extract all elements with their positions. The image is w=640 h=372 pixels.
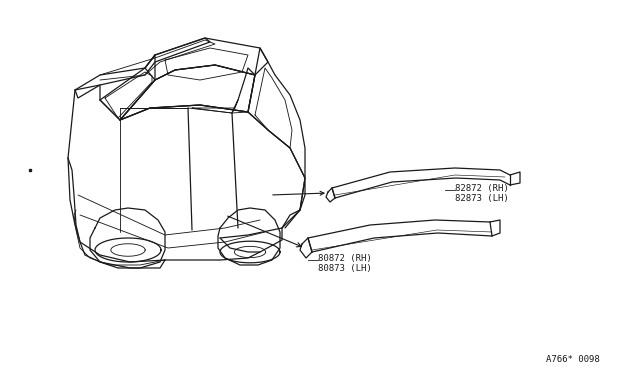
Text: 80872 (RH): 80872 (RH) [318, 253, 372, 263]
Text: 80873 (LH): 80873 (LH) [318, 263, 372, 273]
Text: 82873 (LH): 82873 (LH) [455, 193, 509, 202]
Text: 82872 (RH): 82872 (RH) [455, 183, 509, 192]
Text: A766* 0098: A766* 0098 [547, 356, 600, 365]
